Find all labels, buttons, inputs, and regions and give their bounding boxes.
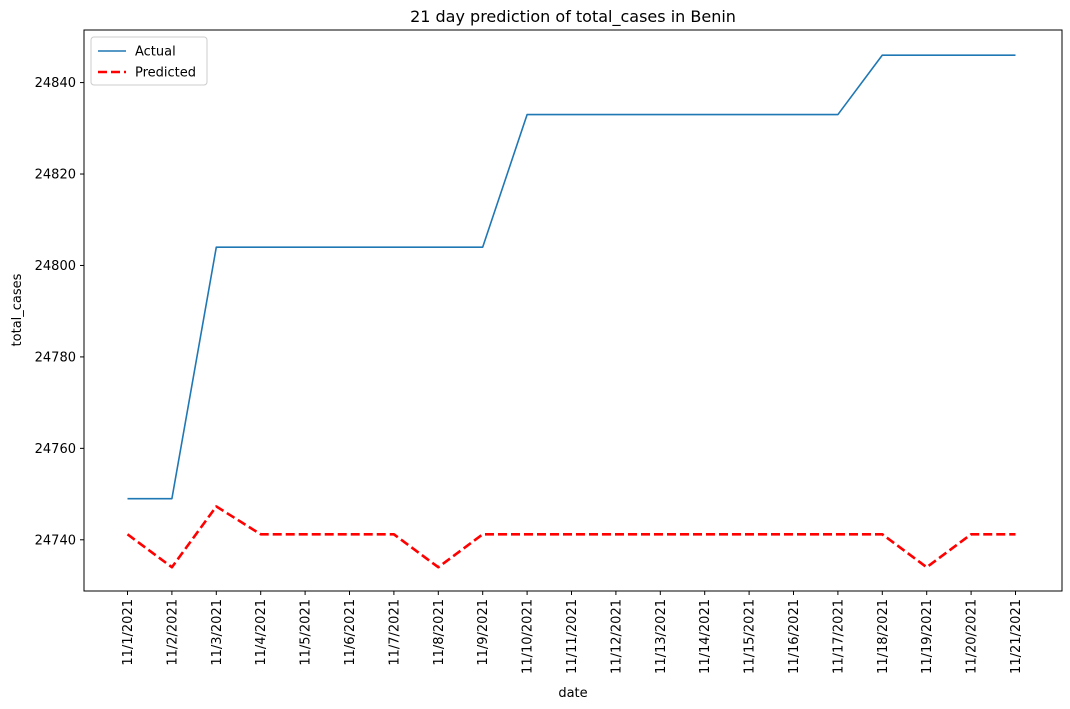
x-tick-label: 11/16/2021: [787, 599, 802, 674]
x-tick-label: 11/21/2021: [1009, 599, 1024, 674]
y-axis: 24740 24760 24780 24800 24820 24840: [35, 76, 84, 548]
y-tick-label: 24840: [35, 76, 76, 91]
x-tick-label: 11/19/2021: [920, 599, 935, 674]
y-tick-label: 24780: [35, 350, 76, 365]
x-tick-label: 11/9/2021: [476, 599, 491, 666]
x-axis: 11/1/2021 11/2/2021 11/3/2021 11/4/2021 11/5…: [121, 591, 1024, 674]
y-axis-title: total_cases: [10, 273, 25, 346]
legend: Actual Predicted: [90, 36, 208, 86]
x-tick-label: 11/1/2021: [121, 599, 136, 666]
series-line-predicted: [126, 505, 1016, 569]
legend-label-actual: Actual: [135, 45, 176, 60]
x-axis-title: date: [558, 686, 587, 701]
x-tick-label: 11/15/2021: [743, 599, 758, 674]
x-tick-label: 11/20/2021: [965, 599, 980, 674]
series-layer: [126, 54, 1016, 569]
x-tick-label: 11/2/2021: [165, 599, 180, 666]
y-tick-label: 24760: [35, 442, 76, 457]
x-tick-label: 11/18/2021: [876, 599, 891, 674]
x-tick-label: 11/6/2021: [343, 599, 358, 666]
x-tick-label: 11/11/2021: [565, 599, 580, 674]
chart-title: 21 day prediction of total_cases in Beni…: [410, 7, 736, 27]
x-tick-label: 11/14/2021: [698, 599, 713, 674]
series-line-actual: [127, 54, 1016, 500]
x-tick-label: 11/13/2021: [654, 599, 669, 674]
x-tick-label: 11/8/2021: [432, 599, 447, 666]
x-tick-label: 11/5/2021: [299, 599, 314, 666]
x-tick-label: 11/17/2021: [831, 599, 846, 674]
legend-label-predicted: Predicted: [135, 66, 196, 81]
plot-background: [84, 30, 1062, 591]
y-tick-label: 24820: [35, 168, 76, 183]
plot-frame: [83, 29, 1063, 592]
y-tick-label: 24800: [35, 259, 76, 274]
x-tick-label: 11/7/2021: [387, 599, 402, 666]
y-tick-label: 24740: [35, 533, 76, 548]
x-tick-label: 11/12/2021: [609, 599, 624, 674]
x-tick-label: 11/10/2021: [521, 599, 536, 674]
x-tick-label: 11/4/2021: [254, 599, 269, 666]
x-tick-label: 11/3/2021: [210, 599, 225, 666]
